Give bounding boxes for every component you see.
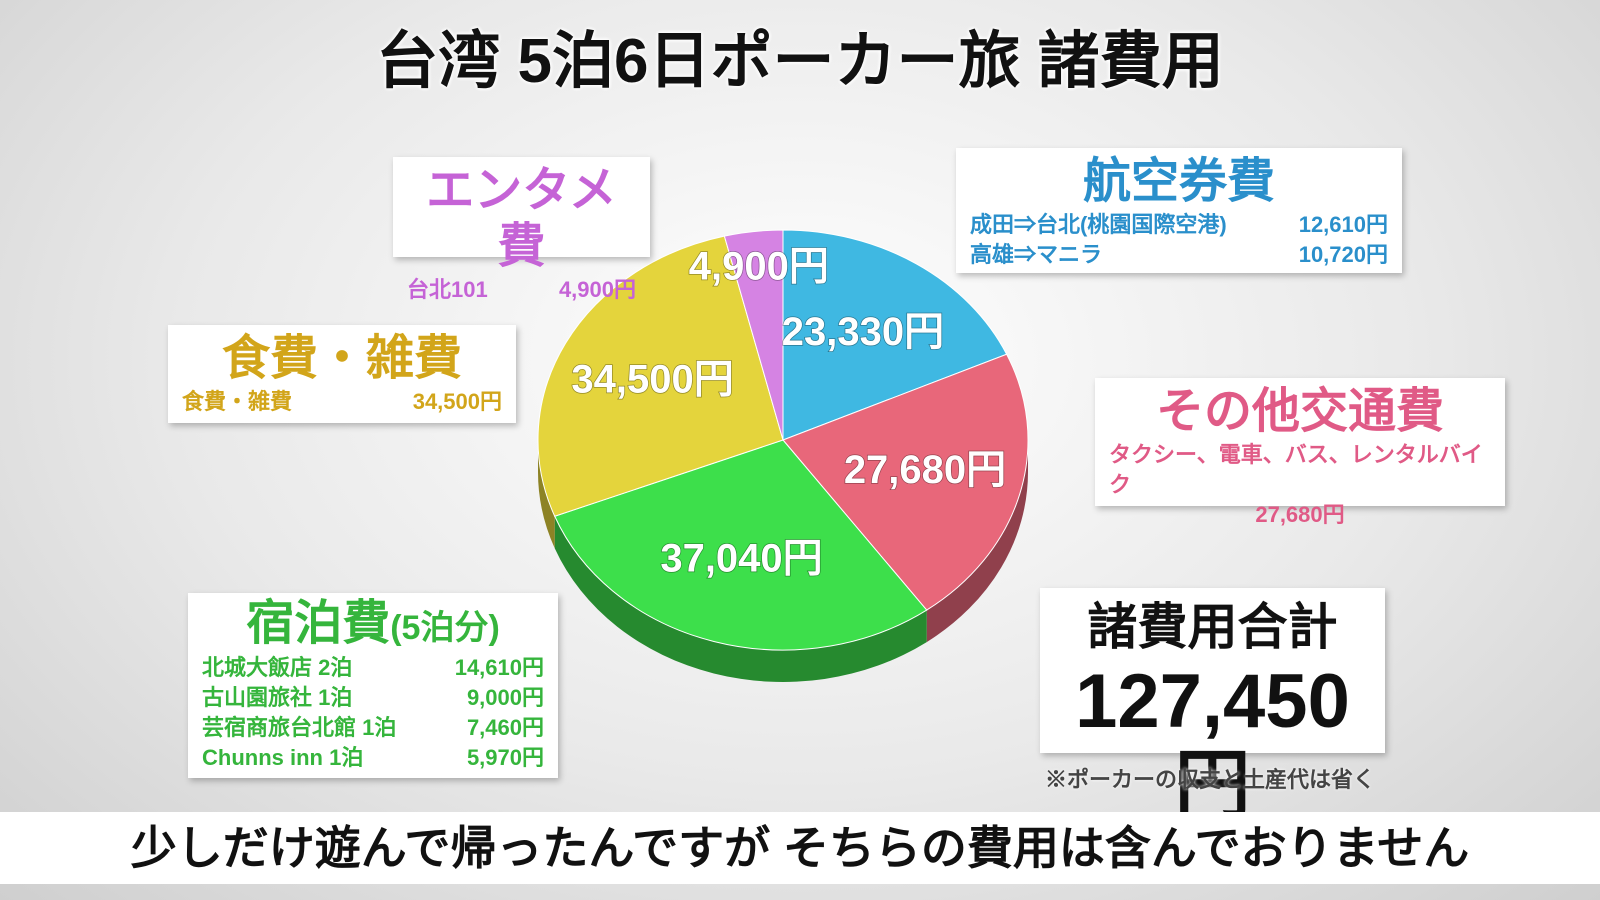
slice [782, 353, 1029, 611]
category-box: エンタメ費台北101 4,900円 [393, 157, 650, 302]
box-row: 古山園旅社 1泊 9,000円 [202, 683, 544, 713]
box-cell: 9,000円 [466, 685, 544, 710]
box-row: 高雄⇒マニラ 10,720円 [970, 240, 1388, 270]
category-box: 航空券費成田⇒台北(桃園国際空港) 12,610円高雄⇒マニラ 10,720円 [956, 148, 1402, 273]
box-cell: 食費・雑費 [182, 389, 293, 414]
box-cell: Chunns inn 1泊 [202, 745, 364, 770]
category-name: 宿泊費 [246, 597, 391, 650]
box-row: 芸宿商旅台北館 1泊 7,460円 [202, 713, 544, 743]
category-box: 食費・雑費 食費・雑費 34,500円 [168, 325, 516, 423]
box-cell: 34,500円 [412, 389, 502, 414]
box-cell: 芸宿商旅台北館 1泊 [202, 715, 397, 740]
box-cell: 7,460円 [466, 715, 544, 740]
box-title: 宿泊費(5泊分) [202, 599, 544, 653]
box-cell: タクシー、電車、バス、レンタルバイク [1109, 442, 1483, 497]
box-cell: 14,610円 [454, 655, 544, 680]
box-row: Chunns inn 1泊 5,970円 [202, 743, 544, 773]
slice [554, 439, 928, 651]
box-cell: 高雄⇒マニラ [970, 242, 1103, 267]
total-label: 諸費用合計 [1087, 599, 1338, 655]
box-row: 台北101 4,900円 [407, 275, 636, 305]
box-note: (5泊分) [390, 609, 500, 647]
box-cell: 成田⇒台北(桃園国際空港) [970, 212, 1227, 237]
value-label: 34,500円 [571, 358, 733, 402]
slice [782, 229, 1008, 441]
box-cell: 27,680円 [1255, 502, 1345, 527]
slice [723, 229, 784, 441]
slice [537, 235, 784, 517]
box-row: タクシー、電車、バス、レンタルバイク [1109, 440, 1491, 500]
category-box: 宿泊費(5泊分) 北城大飯店 2泊 14,610円 古山園旅社 1泊 9,000円 芸宿商… [188, 593, 558, 778]
box-title: 食費・雑費 [182, 331, 502, 387]
box-row: 27,680円 [1109, 500, 1491, 530]
category-name: その他交通費 [1155, 385, 1444, 438]
value-label: 37,040円 [660, 536, 822, 580]
category-name: エンタメ費 [426, 164, 617, 273]
box-cell: 北城大飯店 2泊 [202, 655, 353, 680]
box-row: 成田⇒台北(桃園国際空港) 12,610円 [970, 210, 1388, 240]
box-row: 北城大飯店 2泊 14,610円 [202, 653, 544, 683]
box-cell: 10,720円 [1298, 242, 1388, 267]
slice-side [926, 440, 1028, 643]
value-label: 23,330円 [782, 310, 944, 354]
box-cell: 4,900円 [558, 277, 636, 302]
box-cell: 5,970円 [466, 745, 544, 770]
box-title: 航空券費 [970, 154, 1388, 210]
slice-side [538, 440, 555, 549]
caption: 少しだけ遊んで帰ったんですが そちらの費用は含んでおりません [0, 812, 1600, 884]
title: 台湾 5泊6日ポーカー旅 諸費用 [376, 27, 1224, 96]
category-name: 航空券費 [1082, 155, 1275, 208]
box-title: その他交通費 [1109, 384, 1491, 440]
box-row: 食費・雑費 34,500円 [182, 387, 502, 417]
box-cell: 12,610円 [1298, 212, 1388, 237]
slice-side [554, 516, 927, 683]
category-box: その他交通費 タクシー、電車、バス、レンタルバイク 27,680円 [1095, 378, 1505, 527]
total-box: 諸費用合計 127,450円 [1040, 588, 1385, 828]
category-name: 食費・雑費 [221, 332, 462, 385]
value-label: 27,680円 [844, 448, 1006, 492]
value-label: 4,900円 [689, 245, 829, 289]
box-cell: 台北101 [407, 277, 488, 302]
total-amount: 127,450円 [1075, 659, 1350, 828]
total-note: ※ポーカーの収支と土産代は省く [1044, 767, 1375, 792]
box-title: エンタメ費 [407, 163, 636, 275]
box-cell: 古山園旅社 1泊 [202, 685, 353, 710]
